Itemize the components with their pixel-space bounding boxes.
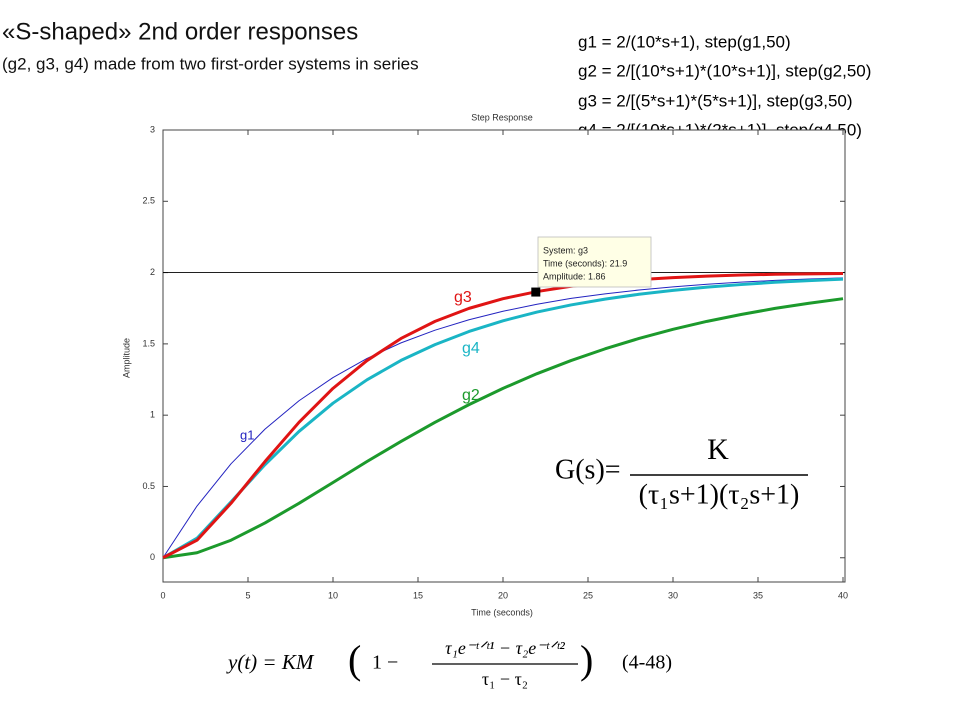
bracket: (: [348, 637, 361, 682]
y-tick-label: 2.5: [142, 196, 155, 206]
datatip-marker: [531, 287, 541, 297]
formula-text: (τ₁s+1)(τ₂s+1): [639, 479, 800, 510]
x-tick-label: 25: [583, 590, 593, 600]
response-formula: y(t) = KM ( 1 − τ₁e⁻ᵗᐟᵗ¹ − τ₂e⁻ᵗᐟᵗ² τ₁ −…: [226, 637, 672, 689]
series-line: [162, 277, 844, 559]
series-line: [162, 277, 844, 560]
definition: g1 = 2/(10*s+1), step(g1,50): [578, 32, 791, 51]
datatip-text: Time (seconds): 21.9: [543, 258, 627, 268]
x-tick-label: 30: [668, 590, 678, 600]
y-tick-label: 0: [150, 552, 155, 562]
x-tick-label: 20: [498, 590, 508, 600]
x-tick-label: 5: [245, 590, 250, 600]
x-tick-label: 40: [838, 590, 848, 600]
formula-text: τ₁ − τ₂: [482, 669, 528, 689]
series-label: g4: [462, 340, 480, 357]
datatip-text: System: g3: [543, 245, 588, 255]
formula-text: y(t) = KM: [226, 650, 315, 674]
x-axis-label: Time (seconds): [471, 607, 533, 617]
series-line: [162, 297, 844, 560]
y-tick-label: 0.5: [142, 481, 155, 491]
x-tick-label: 35: [753, 590, 763, 600]
datatip-text: Amplitude: 1.86: [543, 271, 606, 281]
y-axis-label: Amplitude: [121, 338, 131, 378]
formula-text: K: [707, 433, 729, 466]
series-label: g1: [240, 427, 254, 442]
definition: g2 = 2/[(10*s+1)*(10*s+1)], step(g2,50): [578, 61, 871, 80]
y-tick-label: 1.5: [142, 338, 155, 348]
x-tick-label: 15: [413, 590, 423, 600]
x-tick-label: 0: [160, 590, 165, 600]
formula-text: (4-48): [622, 652, 672, 674]
datatip-box: [537, 236, 652, 288]
formula-text: 1 −: [372, 652, 398, 674]
series-label: g3: [454, 289, 472, 306]
y-tick-label: 1: [150, 410, 155, 420]
plot-frame: [162, 129, 846, 583]
y-tick-label: 2: [150, 267, 155, 277]
series-line: [162, 271, 844, 560]
chart-title: Step Response: [471, 112, 533, 122]
definition: g3 = 2/[(5*s+1)*(5*s+1)], step(g3,50): [578, 91, 853, 110]
formula-text: τ₁e⁻ᵗᐟᵗ¹ − τ₂e⁻ᵗᐟᵗ²: [445, 638, 565, 658]
series-label: g2: [462, 387, 480, 404]
formula-text: G(s)=: [555, 454, 621, 485]
x-tick-label: 10: [328, 590, 338, 600]
slide-title: «S-shaped» 2nd order responses: [2, 18, 358, 45]
bracket: ): [580, 637, 593, 682]
slide-subtitle: (g2, g3, g4) made from two first-order s…: [2, 54, 419, 73]
y-tick-label: 3: [150, 124, 155, 134]
transfer-formula: G(s)= K (τ₁s+1)(τ₂s+1): [555, 433, 808, 510]
